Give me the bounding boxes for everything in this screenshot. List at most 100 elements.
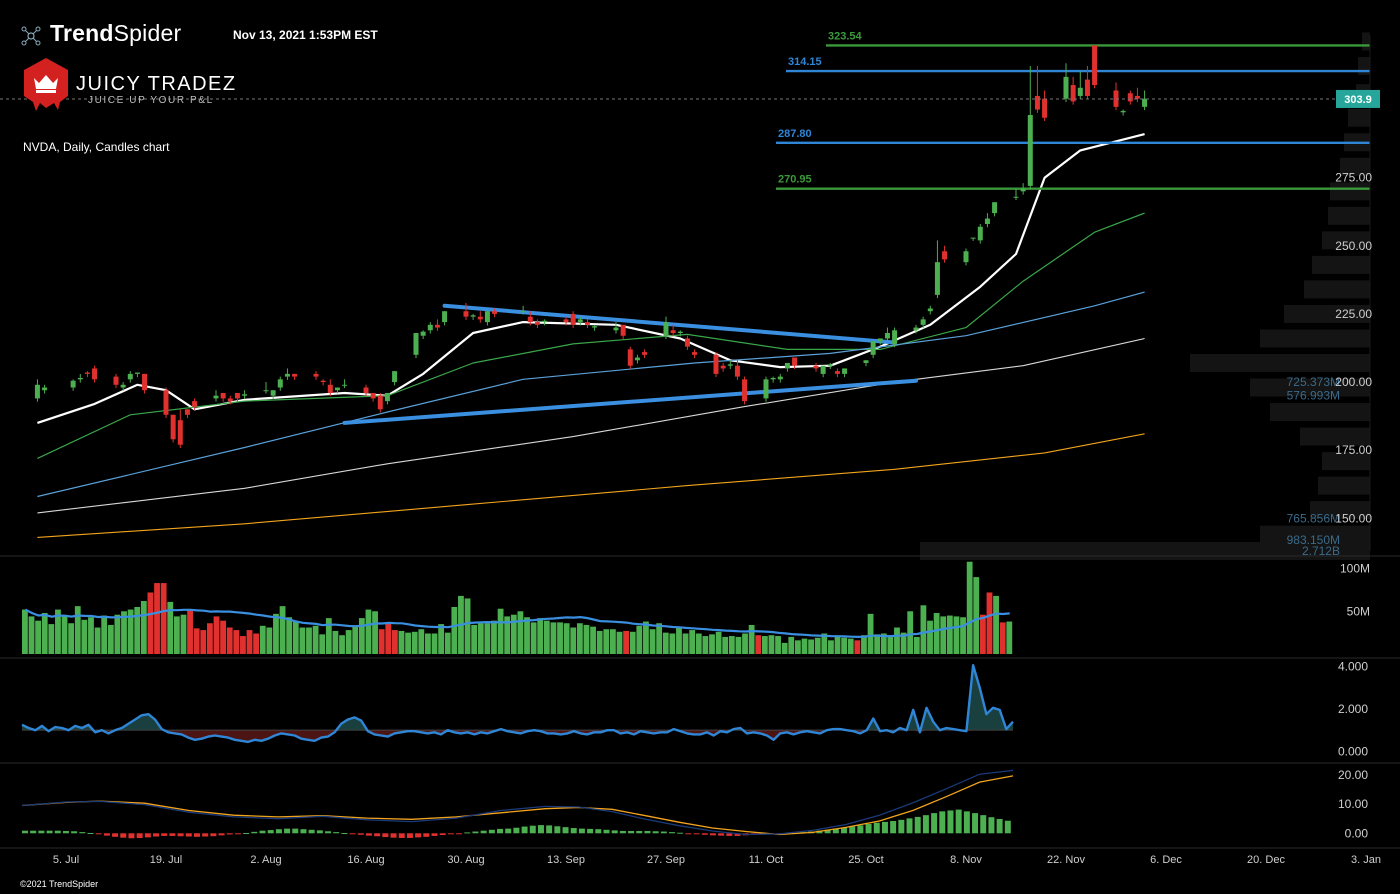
candle-body: [292, 373, 298, 377]
oscillator-histogram-bar: [439, 833, 446, 836]
candle-body: [884, 333, 890, 339]
candle-body: [34, 384, 40, 399]
time-axis-label: 6. Dec: [1150, 854, 1182, 866]
candle-body: [734, 365, 740, 377]
oscillator-histogram-bar: [652, 831, 659, 834]
volume-bar: [61, 616, 68, 654]
volume-bar: [695, 633, 702, 654]
volume-bar: [590, 626, 596, 654]
oscillator-histogram-bar: [521, 826, 528, 834]
oscillator-histogram-bar: [963, 811, 970, 834]
ma-line-orange-ma: [37, 433, 1145, 538]
candle-body: [92, 368, 98, 380]
volume-bar: [524, 617, 530, 654]
volume-bar: [425, 633, 431, 654]
volume-profile-bar: [1340, 157, 1370, 176]
volume-bar: [266, 627, 273, 654]
volume-bar: [794, 640, 801, 654]
volume-bar: [993, 595, 999, 654]
relative-volume-line: [21, 664, 1014, 744]
candle-body: [434, 324, 440, 328]
oscillator-histogram-bar: [308, 829, 315, 834]
trendline-0: [442, 303, 897, 345]
volume-bar: [828, 640, 834, 654]
last-price-text: 303.9: [1344, 94, 1372, 106]
volume-profile-label: 765.856M: [1287, 511, 1340, 525]
oscillator-histogram-bar: [120, 833, 127, 838]
volume-bar: [306, 627, 312, 654]
candle-body: [42, 387, 48, 391]
oscillator-histogram-bar: [112, 833, 119, 837]
candle-body: [834, 371, 840, 374]
volume-tick-label: 50M: [1347, 604, 1370, 618]
volume-bar: [121, 611, 127, 654]
price-tick-label: 225.00: [1335, 307, 1372, 321]
volume-bar: [946, 615, 953, 654]
oscillator-histogram-bar: [734, 833, 741, 836]
oscillator-histogram-bar: [546, 825, 553, 834]
candle-body: [870, 341, 876, 355]
volume-bar: [68, 623, 75, 654]
volume-profile-bar: [1318, 476, 1370, 495]
volume-bar: [220, 620, 227, 654]
volume-profile-bar: [1358, 56, 1370, 75]
fib-levels[interactable]: 323.54 314.15 287.80 270.95: [776, 30, 1370, 190]
candle-body: [1070, 85, 1076, 102]
volume-profile-label: 725.373M: [1287, 375, 1340, 389]
candle-body: [392, 371, 398, 383]
candle-body: [863, 360, 869, 363]
candle-body: [470, 315, 476, 317]
oscillator-histogram-bar: [849, 826, 856, 834]
candle-body: [763, 379, 769, 399]
candle-body: [313, 373, 319, 377]
volume-profile-bar: [1310, 501, 1370, 520]
candle-body: [620, 324, 626, 336]
volume-bar: [933, 612, 940, 654]
volume-bar: [339, 635, 345, 654]
volume-bar: [768, 635, 775, 654]
oscillator-histogram-bar: [537, 825, 544, 834]
oscillator-histogram-bar: [865, 823, 872, 834]
oscillator-histogram-bar: [136, 833, 143, 838]
oscillator-histogram-bar: [46, 830, 53, 834]
candle-body: [692, 352, 698, 355]
oscillator-histogram-bar: [578, 828, 585, 834]
volume-bar: [312, 625, 319, 654]
candle-body: [342, 384, 348, 386]
volume-bar: [240, 636, 246, 654]
volume-bar: [960, 617, 966, 654]
oscillator-histogram-bar: [95, 833, 102, 835]
candle-body: [263, 390, 269, 392]
juicy-tradez-logo-icon: [24, 58, 68, 111]
ma-line-white-slow: [37, 337, 1145, 514]
volume-bar: [596, 630, 603, 654]
time-axis-label: 2. Aug: [250, 854, 281, 866]
oscillator-histogram-bar: [357, 833, 364, 835]
candle-body: [1063, 76, 1069, 99]
candle-body: [370, 392, 376, 399]
trendlines[interactable]: [342, 303, 918, 425]
volume-bar: [834, 636, 841, 654]
candle-body: [70, 380, 76, 388]
trendspider-brand: TrendSpider: [50, 20, 181, 47]
candle-body: [413, 333, 419, 355]
oscillator-histogram-bar: [218, 833, 225, 836]
oscillator-histogram-bar: [144, 833, 151, 838]
volume-bar: [154, 583, 160, 654]
candle-body: [1020, 188, 1026, 192]
volume-bar: [173, 616, 180, 654]
candle-body: [684, 338, 690, 347]
oscillator-histogram-bar: [398, 833, 405, 838]
volume-bar: [979, 614, 986, 654]
volume-bar: [372, 611, 378, 654]
volume-bar: [907, 611, 914, 654]
candle-body: [663, 322, 669, 336]
volume-bar: [669, 633, 676, 654]
oscillator-histogram-bar: [529, 825, 536, 834]
price-tick-label: 200.00: [1335, 375, 1372, 389]
candle-body: [363, 387, 369, 393]
oscillator-histogram-bar: [38, 830, 45, 834]
volume-bar: [325, 618, 332, 654]
